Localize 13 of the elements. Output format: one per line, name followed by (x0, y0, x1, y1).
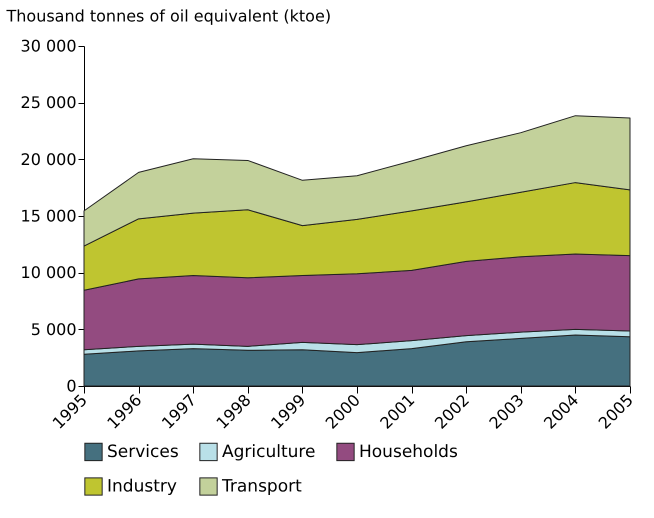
y-tick-label: 5 000 (30, 320, 76, 339)
y-axis-title: Thousand tonnes of oil equivalent (ktoe) (6, 6, 332, 26)
y-tick-label: 25 000 (20, 93, 76, 112)
y-tick-label: 30 000 (20, 36, 76, 56)
legend-label: Industry (107, 476, 177, 496)
y-tick-label: 20 000 (20, 150, 76, 169)
legend-label: Transport (221, 476, 302, 496)
legend-label: Households (359, 442, 458, 462)
legend-label: Agriculture (222, 442, 316, 462)
y-tick-label: 10 000 (20, 263, 76, 282)
y-tick-label: 15 000 (20, 206, 76, 226)
y-tick-label: 0 (66, 376, 76, 396)
legend-label: Services (107, 442, 179, 462)
